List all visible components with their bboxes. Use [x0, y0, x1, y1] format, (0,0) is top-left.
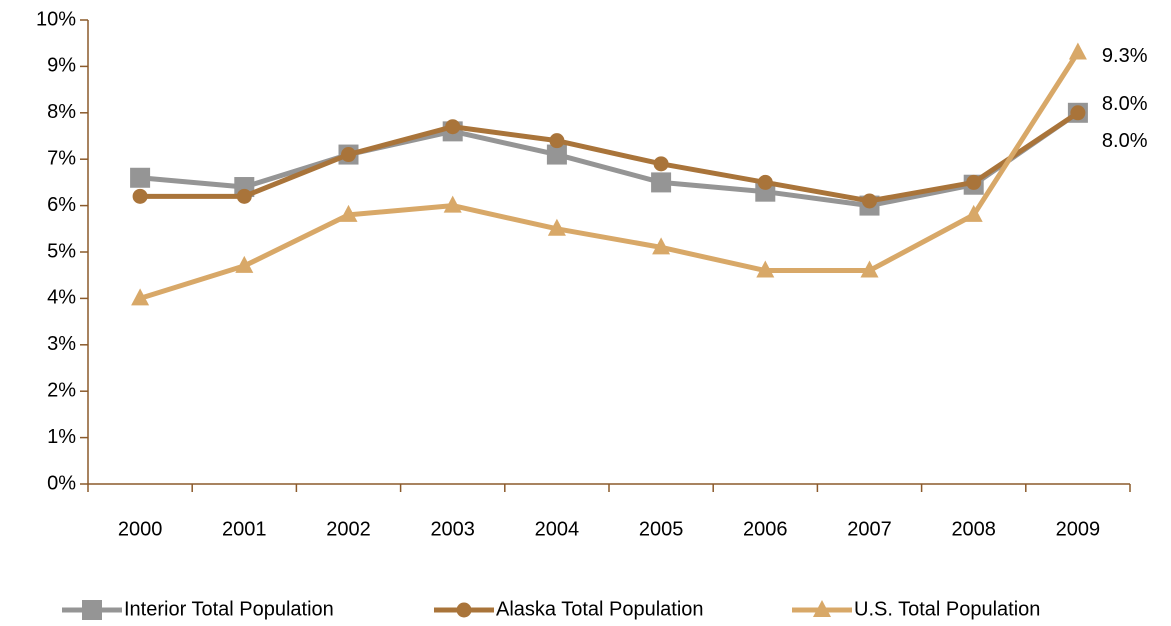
- y-tick-label: 9%: [47, 55, 76, 77]
- y-tick-label: 4%: [47, 287, 76, 309]
- x-tick-label: 2001: [222, 518, 267, 540]
- y-tick-label: 8%: [47, 101, 76, 123]
- x-tick-label: 2005: [639, 518, 684, 540]
- data-point: [130, 167, 151, 188]
- legend-marker: [82, 600, 102, 620]
- series-line: [139, 51, 1081, 301]
- data-point: [235, 255, 254, 273]
- legend-label: Alaska Total Population: [496, 598, 704, 620]
- data-point: [549, 133, 565, 149]
- data-point: [341, 147, 356, 163]
- series: 8.0%: [132, 93, 1148, 209]
- y-tick-label: 7%: [47, 147, 76, 169]
- y-tick-label: 6%: [47, 194, 76, 216]
- legend-marker: [456, 602, 472, 618]
- data-point: [236, 188, 252, 204]
- x-tick-label: 2008: [951, 518, 996, 540]
- data-label: 8.0%: [1102, 130, 1148, 152]
- series-line: [139, 110, 1080, 209]
- data-point: [964, 204, 983, 222]
- series: 9.3%: [131, 42, 1148, 306]
- data-point: [966, 174, 982, 190]
- data-point: [131, 288, 150, 306]
- data-point: [1068, 42, 1087, 60]
- legend-marker: [813, 600, 831, 617]
- x-tick-label: 2007: [847, 518, 892, 540]
- data-point: [653, 156, 669, 172]
- data-point: [756, 260, 775, 278]
- data-point: [860, 260, 879, 278]
- data-point: [547, 218, 566, 236]
- series-line: [140, 110, 1080, 204]
- data-label: 8.0%: [1102, 93, 1148, 115]
- x-tick-label: 2009: [1056, 518, 1101, 540]
- data-point: [652, 237, 671, 255]
- data-point: [651, 172, 672, 193]
- data-point: [443, 195, 462, 213]
- y-tick-label: 10%: [36, 8, 76, 30]
- y-tick-label: 5%: [47, 240, 76, 262]
- y-tick-label: 3%: [47, 333, 76, 355]
- x-tick-label: 2004: [535, 518, 580, 540]
- x-tick-label: 2003: [430, 518, 475, 540]
- data-point: [546, 144, 567, 165]
- legend-label: Interior Total Population: [124, 598, 334, 620]
- data-point: [339, 204, 358, 222]
- data-point: [132, 188, 148, 204]
- x-tick-label: 2006: [743, 518, 788, 540]
- y-tick-label: 2%: [47, 379, 76, 401]
- data-point: [862, 193, 877, 209]
- data-label: 9.3%: [1102, 45, 1148, 67]
- x-tick-label: 2002: [326, 518, 371, 540]
- data-point: [757, 174, 773, 190]
- y-tick-label: 0%: [47, 472, 76, 494]
- y-tick-label: 1%: [47, 426, 76, 448]
- legend-label: U.S. Total Population: [854, 598, 1040, 620]
- x-tick-label: 2000: [118, 518, 163, 540]
- data-point: [1070, 105, 1086, 121]
- data-point: [445, 119, 461, 135]
